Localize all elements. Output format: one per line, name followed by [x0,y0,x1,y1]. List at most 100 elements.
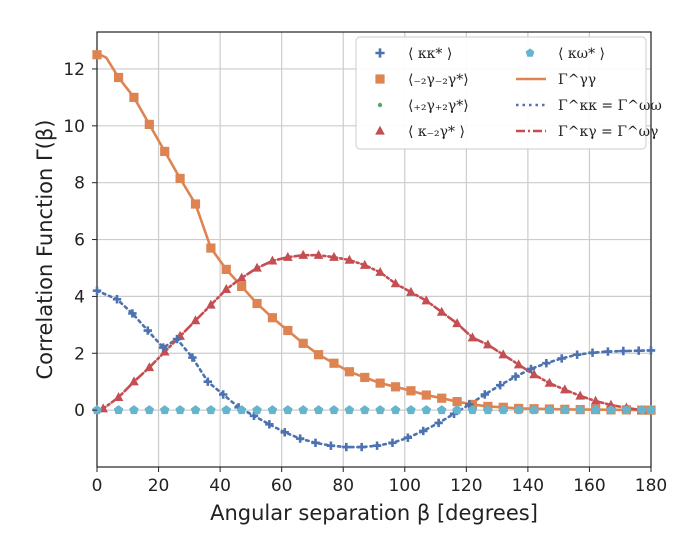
data-point-triangle [421,295,432,305]
plot-frame [96,31,652,468]
x-tick-label: 180 [635,476,667,496]
data-point-plus [603,347,613,356]
data-point-square [298,338,308,348]
legend-entry: ⟨ κω* ⟩ [525,46,605,62]
y-tick-label: 2 [74,344,85,364]
data-point-triangle [206,299,216,309]
data-point-plus [158,343,168,352]
data-point-pentagon [590,405,601,415]
data-point-square [437,393,447,403]
y-tick-label: 0 [74,401,85,421]
data-point-plus [342,442,351,452]
data-point-plus [434,418,443,428]
series-markers-pentagon [92,405,656,415]
data-point-plus [92,286,102,295]
x-tick-label: 160 [573,476,605,496]
legend-entry: ⟨₋₂γ₋₂γ*⟩ [375,72,469,88]
data-point-square [329,358,339,368]
data-point-triangle [406,286,416,296]
data-point-square [92,50,102,60]
data-point-pentagon [467,405,478,415]
legend-marker [525,48,535,57]
legend-label: Γ^γγ [558,72,596,88]
data-point-pentagon [113,405,124,415]
data-point-pentagon [621,405,632,415]
data-point-pentagon [252,405,262,415]
data-point-square [421,390,431,400]
data-point-pentagon [646,405,656,415]
data-point-square [360,372,370,383]
data-point-pentagon [175,405,185,415]
data-point-plus [326,441,336,450]
data-point-triangle [575,390,586,400]
data-point-pentagon [560,405,570,415]
data-point-triangle [159,346,170,356]
data-point-triangle [129,376,139,386]
legend-label: Γ^κκ = Γ^ωω [558,98,662,114]
data-point-pentagon [529,405,539,415]
data-point-pentagon [606,405,616,415]
data-point-triangle [236,272,247,282]
data-point-plus [388,438,397,448]
data-point-square [390,382,401,392]
data-point-triangle [190,315,201,325]
data-point-triangle [267,255,278,265]
data-point-pentagon [544,405,555,415]
y-axis-label: Correlation Function Γ(β) [33,120,57,380]
data-point-triangle [344,254,355,264]
legend-entry: Γ^γγ [516,72,596,88]
data-point-triangle [467,332,478,342]
data-point-pentagon [390,405,401,415]
data-point-square [175,173,185,184]
data-point-triangle [498,349,509,359]
data-point-square [452,397,462,407]
data-point-pentagon [298,405,308,415]
data-point-triangle [144,362,155,372]
y-tick-label: 4 [74,287,85,307]
series-markers-triangle [98,249,647,414]
legend-entry: ⟨ κκ* ⟩ [375,46,452,62]
data-point-square [314,350,324,360]
data-point-pentagon [575,405,585,415]
data-point-plus [557,354,566,363]
data-point-pentagon [159,405,170,415]
data-point-pentagon [329,405,339,415]
data-point-plus [357,442,366,452]
data-point-pentagon [283,405,293,415]
data-point-triangle [359,259,370,269]
data-point-triangle [252,262,262,272]
legend: ⟨ κκ* ⟩ ⟨₋₂γ₋₂γ*⟩ ⟨₊₂γ₊₂γ*⟩ ⟨ κ₋₂γ* ⟩ ⟨ κω* … [355,36,662,150]
x-axis-label: Angular separation β [degrees] [210,501,538,525]
data-point-pentagon [498,405,509,415]
data-point-plus [112,295,122,304]
y-tick-label: 12 [63,60,85,80]
data-point-pentagon [236,405,247,415]
data-point-square [129,92,139,102]
data-point-square [375,378,385,388]
data-point-plus [495,380,505,390]
data-point-square [221,264,231,275]
legend-box [355,36,647,150]
data-point-pentagon [144,405,155,415]
x-tick-label: 0 [92,476,103,496]
data-point-pentagon [313,405,324,415]
x-tick-label: 20 [148,476,170,496]
data-point-plus [143,326,152,335]
data-point-square [344,367,354,377]
data-point-triangle [483,339,493,349]
data-point-triangle [590,395,601,405]
legend-label: ⟨₋₂γ₋₂γ*⟩ [408,72,469,88]
x-tick-label: 60 [271,476,293,496]
series-line-2 [97,253,651,412]
data-point-pentagon [483,405,493,415]
data-point-square [267,313,278,323]
data-point-triangle [529,369,539,379]
data-point-triangle [513,359,524,369]
data-point-plus [480,390,489,399]
data-point-triangle [298,249,309,259]
data-point-triangle [282,251,293,261]
data-point-plus [218,390,228,399]
x-tick-label: 80 [332,476,354,496]
x-tick-label: 120 [450,476,482,496]
data-point-plus [172,334,182,344]
